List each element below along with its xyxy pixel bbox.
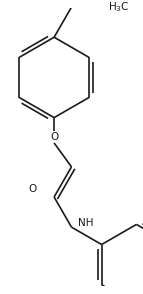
- Text: O: O: [50, 132, 58, 142]
- Text: O: O: [28, 184, 37, 194]
- Text: H$_3$C: H$_3$C: [108, 0, 129, 14]
- Text: NH: NH: [78, 218, 93, 228]
